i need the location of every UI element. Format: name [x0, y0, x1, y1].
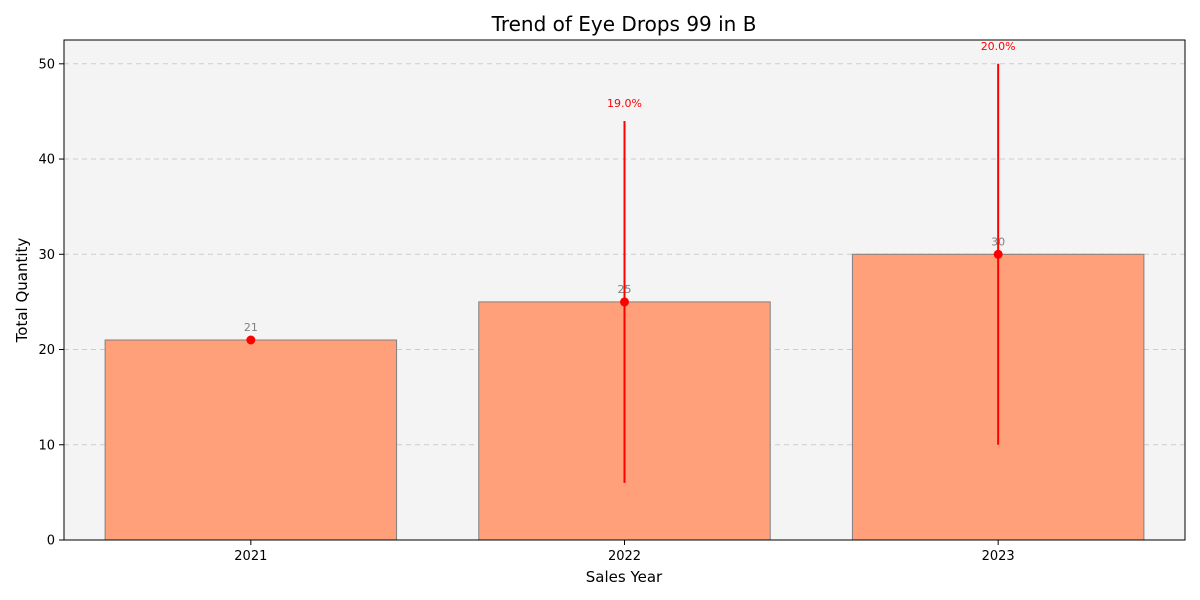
y-axis-ticks: 0 10 20 30 40 50 [38, 57, 64, 549]
y-tick-label: 10 [38, 438, 55, 453]
y-axis-label: Total Quantity [13, 238, 31, 344]
x-tick-label: 2023 [982, 549, 1015, 564]
value-label: 21 [244, 321, 258, 334]
y-tick-label: 40 [38, 153, 55, 168]
y-tick-label: 50 [38, 57, 55, 72]
percent-label: 19.0% [607, 97, 642, 110]
value-label: 25 [618, 283, 632, 296]
error-bars [246, 63, 1003, 483]
y-tick-label: 0 [47, 534, 55, 549]
value-label: 30 [991, 235, 1005, 248]
bar [104, 339, 398, 541]
value-marker [993, 249, 1003, 259]
y-tick-label: 20 [38, 343, 55, 358]
chart-title: Trend of Eye Drops 99 in B [491, 12, 757, 36]
value-marker [620, 297, 629, 307]
data-labels: 21 25 19.0% 30 20.0% [244, 40, 1016, 334]
y-tick-label: 30 [38, 248, 55, 263]
x-tick-label: 2022 [608, 549, 641, 564]
x-axis-label: Sales Year [586, 568, 663, 586]
x-axis-ticks: 2021 2022 2023 [234, 540, 1015, 564]
value-marker [246, 335, 256, 345]
percent-label: 20.0% [981, 40, 1016, 53]
x-tick-label: 2021 [234, 549, 267, 564]
